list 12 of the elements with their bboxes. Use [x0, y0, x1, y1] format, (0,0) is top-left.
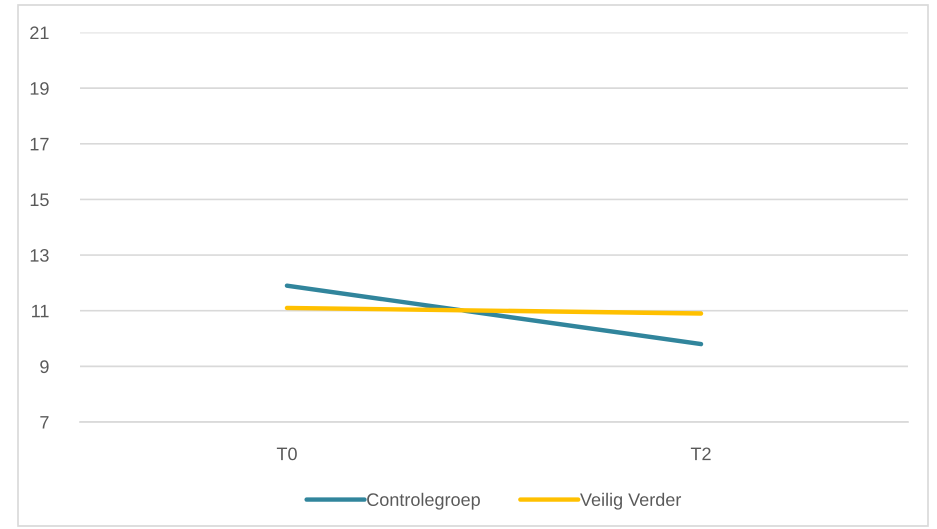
y-tick-label: 7 [40, 416, 49, 429]
legend-label: Controlegroep [367, 492, 480, 510]
x-tick-label: T2 [690, 447, 711, 460]
x-tick-label: T0 [276, 447, 297, 460]
y-tick-label: 15 [30, 194, 49, 206]
y-tick-label: 9 [40, 360, 49, 374]
y-tick-label: 19 [30, 82, 49, 95]
y-tick-label: 17 [30, 138, 49, 150]
y-tick-label: 21 [30, 26, 49, 40]
y-tick-label: 13 [30, 249, 49, 262]
y-tick-label: 11 [32, 304, 49, 318]
legend-label: Veilig Verder [580, 492, 682, 510]
